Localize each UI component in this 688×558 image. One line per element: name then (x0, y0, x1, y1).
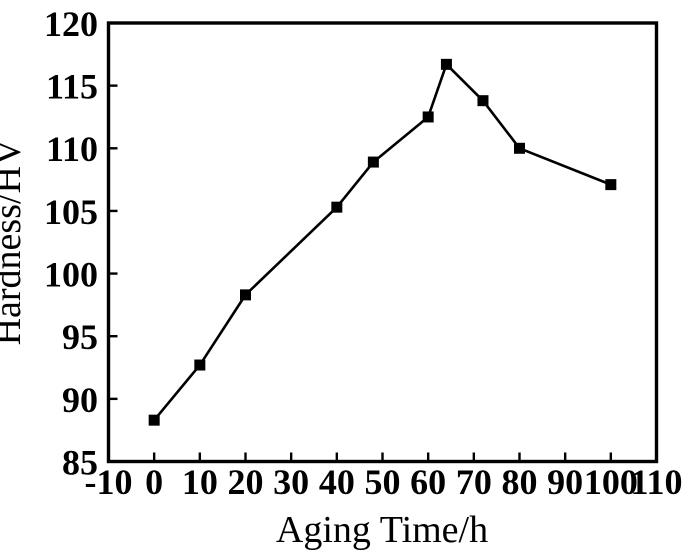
svg-text:60: 60 (410, 462, 446, 502)
svg-text:100: 100 (44, 255, 98, 295)
svg-text:20: 20 (228, 462, 264, 502)
svg-text:115: 115 (46, 67, 98, 107)
svg-text:10: 10 (182, 462, 218, 502)
svg-text:120: 120 (44, 4, 98, 44)
svg-text:50: 50 (365, 462, 401, 502)
svg-text:30: 30 (273, 462, 309, 502)
svg-text:80: 80 (502, 462, 538, 502)
svg-text:85: 85 (62, 443, 98, 483)
svg-text:110: 110 (630, 462, 682, 502)
svg-text:Aging Time/h: Aging Time/h (276, 509, 488, 551)
svg-text:95: 95 (62, 317, 98, 357)
svg-text:40: 40 (319, 462, 355, 502)
svg-text:70: 70 (456, 462, 492, 502)
svg-text:90: 90 (547, 462, 583, 502)
svg-text:105: 105 (44, 192, 98, 232)
svg-text:0: 0 (145, 462, 163, 502)
svg-text:Hardness/HV: Hardness/HV (0, 138, 29, 345)
svg-text:110: 110 (46, 129, 98, 169)
svg-text:90: 90 (62, 380, 98, 420)
